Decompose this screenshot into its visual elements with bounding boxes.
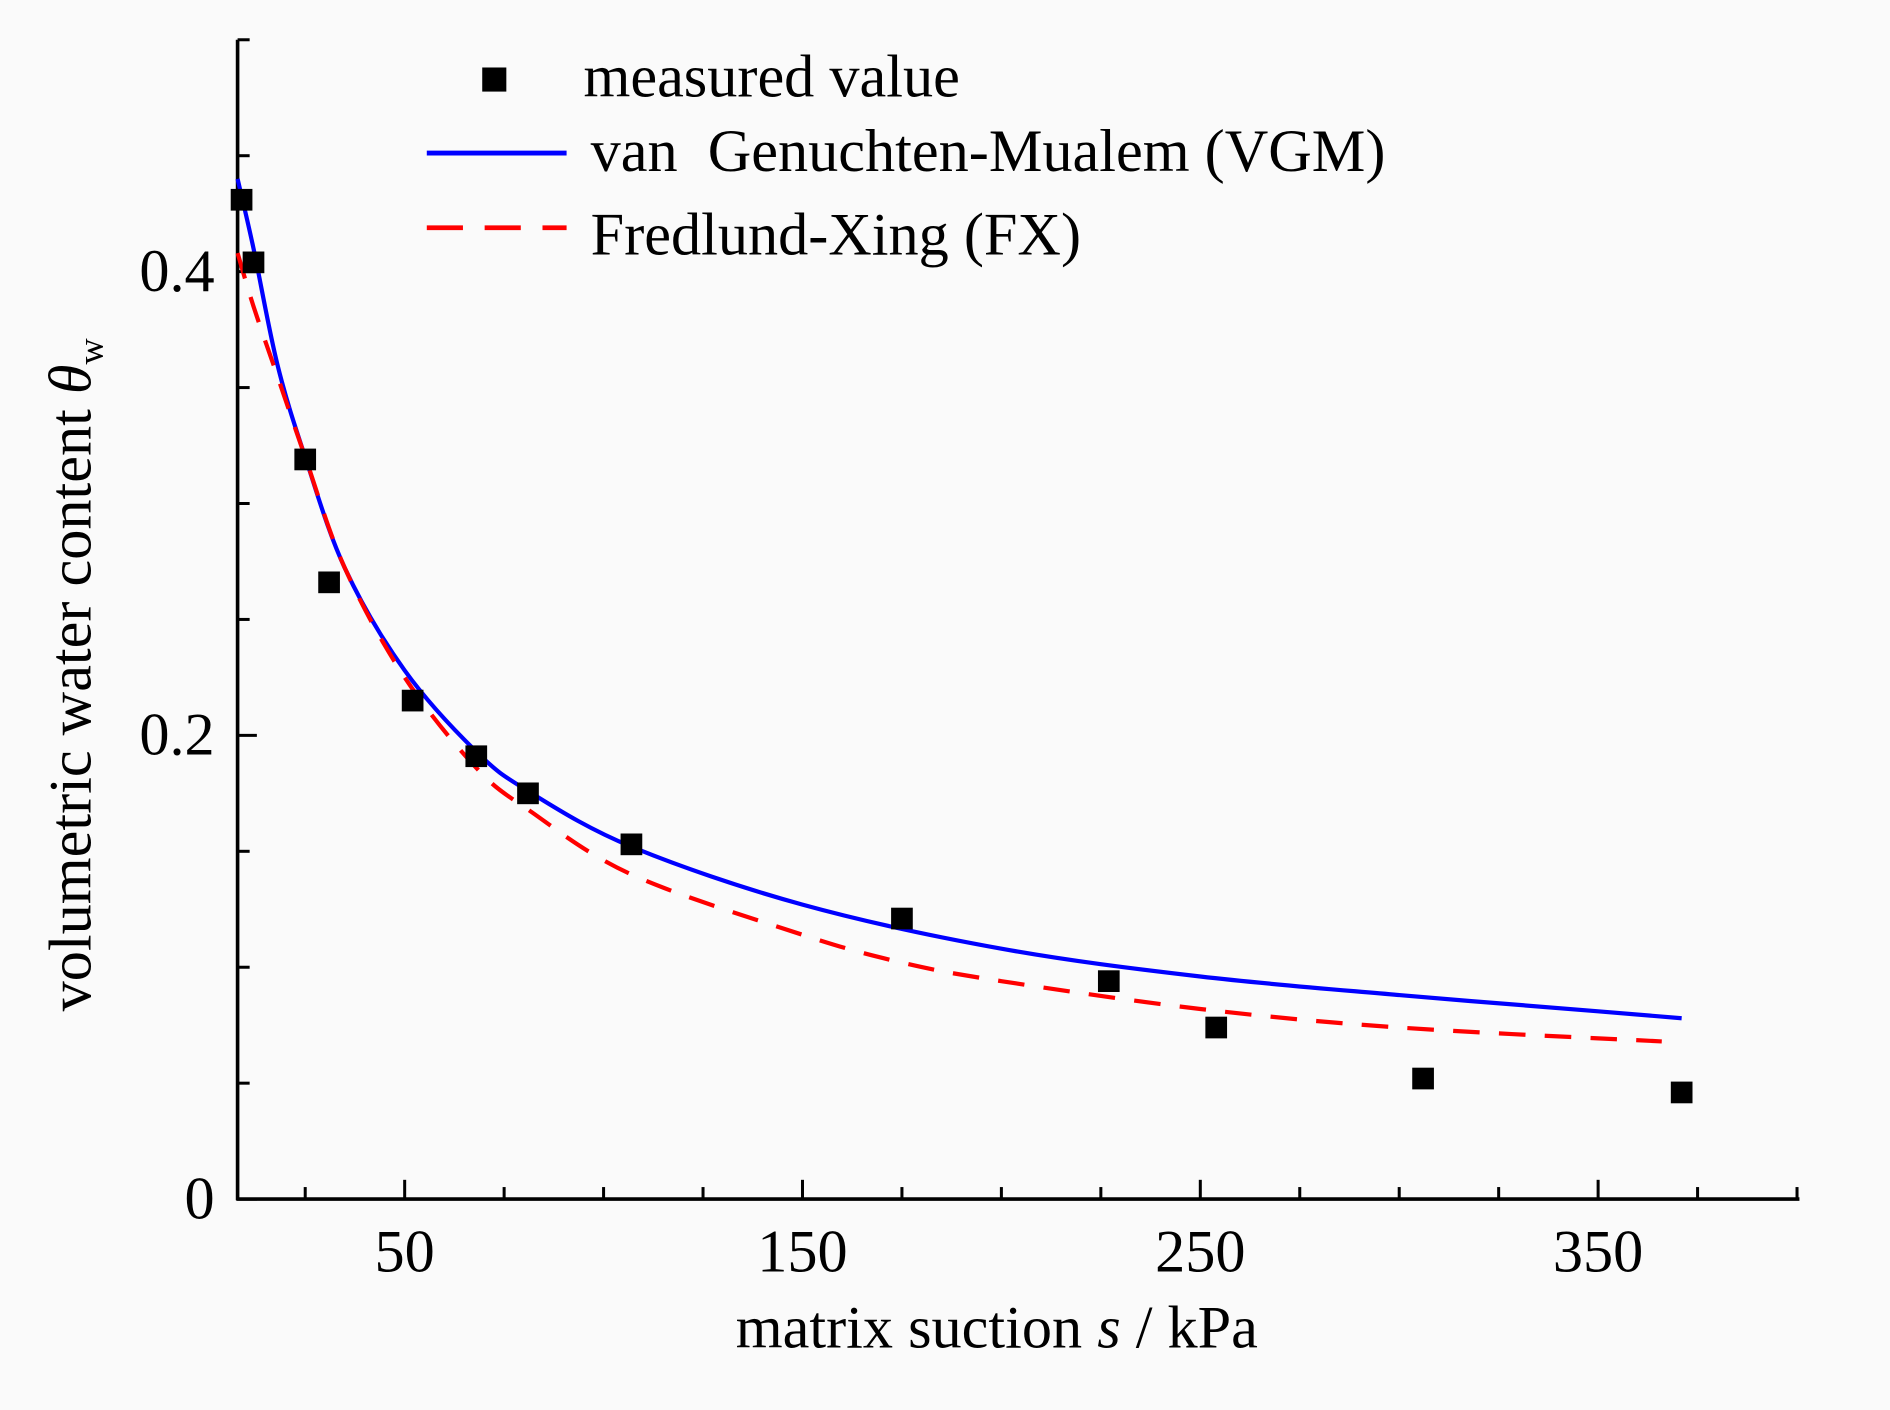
fx-curve: [235, 252, 1662, 1044]
legend-label-fx: Fredlund-Xing (FX): [591, 201, 1081, 268]
x-tick-label: 50: [375, 1218, 435, 1285]
data-point-measured: [891, 907, 913, 930]
x-tick-label: 150: [757, 1218, 847, 1285]
data-point-measured: [1670, 1081, 1693, 1104]
y-tick-label: 0: [185, 1165, 215, 1232]
x-tick-label: 350: [1553, 1218, 1643, 1285]
data-point-measured: [517, 782, 539, 805]
legend-marker-measured: [482, 67, 507, 92]
data-point-measured: [465, 745, 488, 768]
data-point-measured: [620, 833, 643, 856]
data-point-measured: [401, 689, 424, 712]
y-tick-labels: 0 0.2 0.4: [139, 238, 214, 1232]
data-point-measured: [1097, 970, 1120, 992]
x-axis-label: matrix suction s / kPa: [736, 1294, 1258, 1361]
data-point-measured: [318, 571, 340, 594]
x-tick-label: 250: [1155, 1218, 1245, 1285]
y-tick-label: 0.4: [139, 238, 214, 305]
data-point-measured: [242, 251, 265, 274]
y-tick-label: 0.2: [139, 702, 214, 769]
legend: measured value van Genuchten-Mualem (VGM…: [426, 43, 1386, 268]
legend-label-vgm: van Genuchten-Mualem (VGM): [591, 118, 1386, 185]
data-point-measured: [1412, 1067, 1434, 1090]
data-point-measured: [230, 188, 253, 211]
y-axis-label: volumetric water content θw: [38, 338, 111, 1011]
data-point-measured: [294, 448, 317, 471]
vgm-curve: [235, 178, 1682, 1021]
legend-label-measured: measured value: [583, 43, 959, 110]
data-point-measured: [1205, 1016, 1228, 1039]
x-tick-labels: 50 150 250 350: [375, 1218, 1644, 1285]
